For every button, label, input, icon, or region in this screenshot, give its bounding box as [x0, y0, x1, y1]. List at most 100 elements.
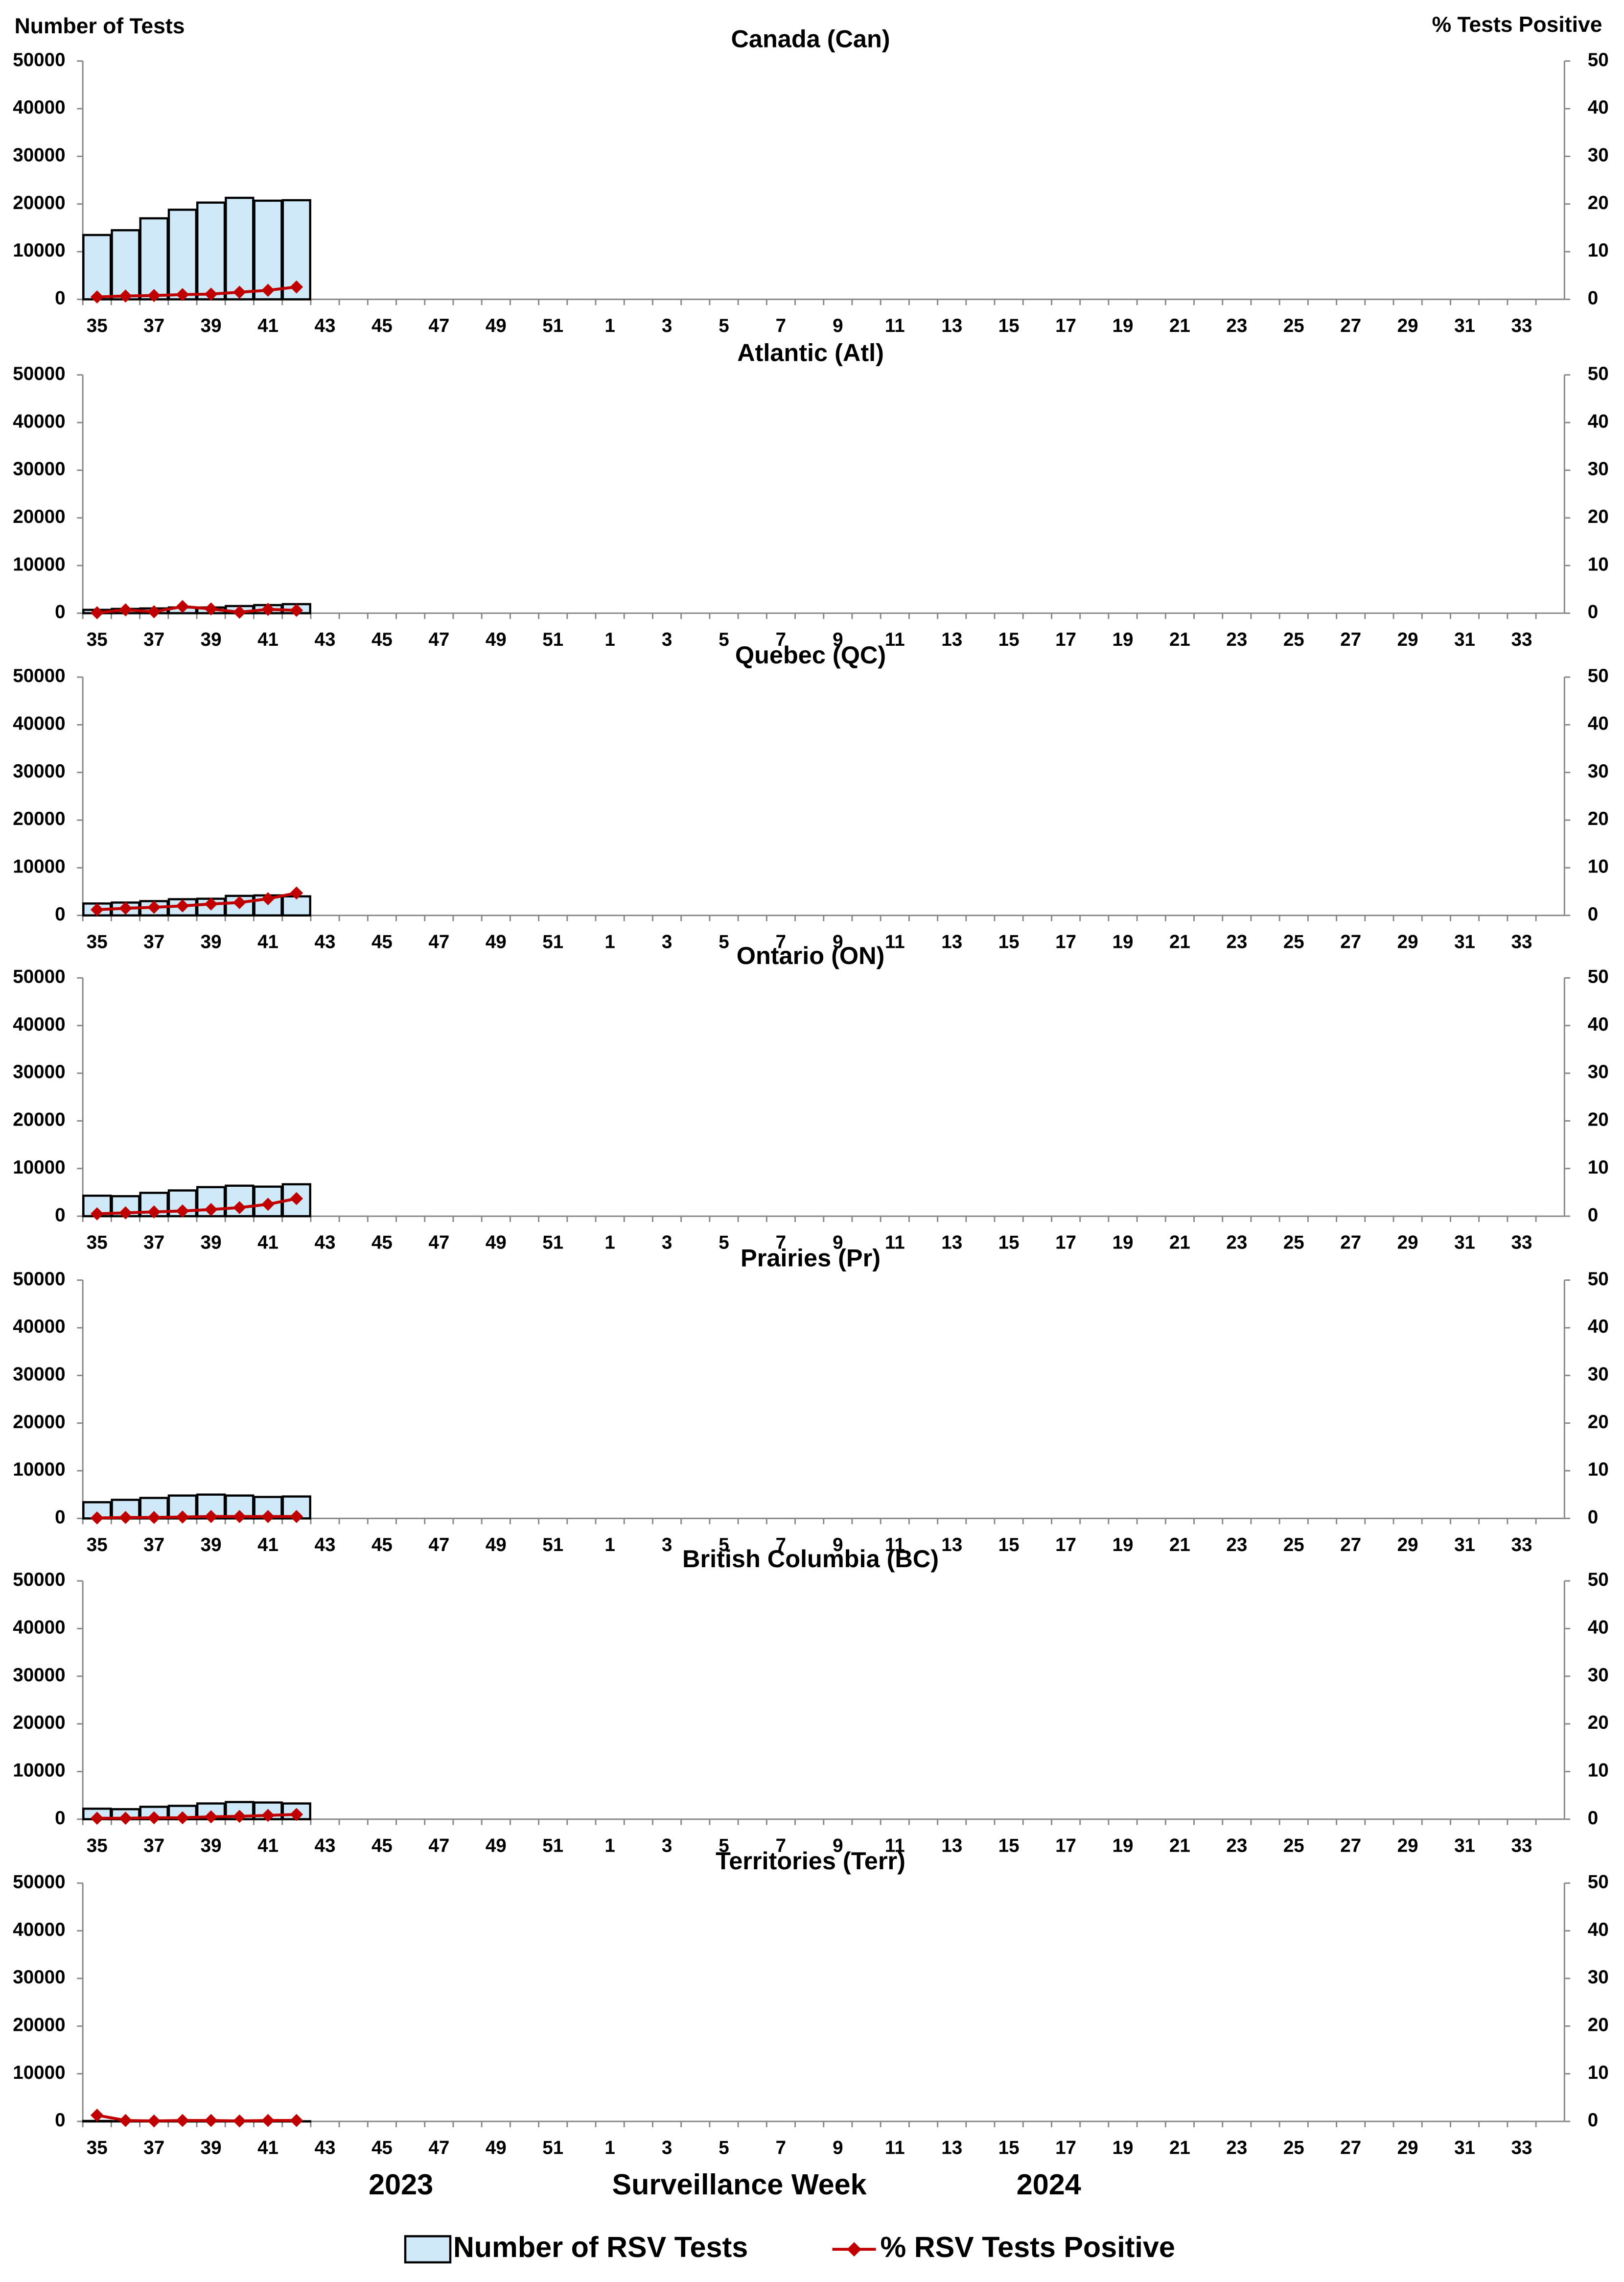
x-tick-label: 41	[257, 1534, 278, 1555]
x-tick-label: 49	[486, 629, 507, 650]
x-tick-label: 43	[315, 1534, 336, 1555]
y2-tick-label: 10	[1588, 1157, 1609, 1178]
y-tick-label: 30000	[13, 145, 65, 166]
line-marker	[176, 2114, 189, 2127]
x-tick-label: 45	[371, 1232, 393, 1253]
x-tick-label: 39	[201, 931, 222, 952]
x-tick-label: 19	[1113, 1232, 1134, 1253]
year-label: 2023	[369, 2168, 433, 2201]
line-marker	[90, 290, 104, 304]
x-tick-label: 37	[143, 315, 164, 336]
x-tick-label: 27	[1340, 1534, 1361, 1555]
x-tick-label: 15	[998, 1835, 1020, 1856]
x-tick-label: 51	[542, 315, 563, 336]
y-tick-label: 30000	[13, 761, 65, 782]
x-tick-label: 45	[371, 1835, 393, 1856]
x-tick-label: 11	[885, 931, 905, 952]
x-tick-label: 1	[604, 315, 615, 336]
x-tick-label: 13	[941, 931, 962, 952]
x-tick-label: 33	[1511, 315, 1532, 336]
y-tick-label: 20000	[13, 1412, 65, 1433]
y-tick-label: 50000	[13, 1269, 65, 1290]
line-marker	[290, 280, 303, 294]
bar	[139, 217, 169, 301]
x-tick-label: 51	[542, 1534, 563, 1555]
x-tick-label: 5	[719, 1534, 729, 1555]
y2-tick-label: 0	[1588, 2110, 1598, 2131]
y-tick-label: 50000	[13, 966, 65, 988]
x-tick-label: 43	[315, 931, 336, 952]
x-tick-label: 13	[941, 1232, 962, 1253]
x-tick-label: 9	[833, 629, 843, 650]
x-tick-label: 39	[201, 2138, 222, 2159]
x-tick-label: 5	[719, 931, 729, 952]
y2-tick-label: 0	[1588, 1808, 1598, 1829]
line-marker	[90, 1511, 104, 1525]
x-tick-label: 21	[1169, 931, 1190, 952]
chart-title: Atlantic (Atl)	[737, 339, 884, 367]
x-tick-label: 27	[1340, 315, 1361, 336]
line-marker	[204, 1510, 218, 1523]
y2-tick-label: 40	[1588, 1316, 1609, 1337]
x-tick-label: 9	[833, 931, 843, 952]
x-tick-label: 11	[885, 1534, 905, 1555]
y-tick-label: 50000	[13, 49, 65, 71]
x-tick-label: 39	[201, 629, 222, 650]
x-tick-label: 7	[776, 1232, 786, 1253]
x-tick-label: 43	[315, 1835, 336, 1856]
x-tick-label: 3	[662, 2138, 672, 2159]
x-tick-label: 9	[833, 1835, 843, 1856]
y-tick-label: 50000	[13, 1569, 65, 1590]
y2-tick-label: 10	[1588, 240, 1609, 261]
x-tick-label: 45	[371, 1534, 393, 1555]
x-tick-label: 35	[87, 315, 108, 336]
y2-tick-label: 10	[1588, 1459, 1609, 1480]
line-marker	[90, 606, 104, 619]
x-tick-label: 39	[201, 315, 222, 336]
legend-swatch	[404, 2235, 452, 2264]
x-tick-label: 17	[1055, 1534, 1076, 1555]
x-tick-label: 23	[1226, 1835, 1247, 1856]
x-tick-label: 35	[87, 1534, 108, 1555]
x-tick-label: 49	[486, 1232, 507, 1253]
x-tick-label: 25	[1283, 2138, 1304, 2159]
x-tick-label: 33	[1511, 1835, 1532, 1856]
x-tick-label: 9	[833, 1534, 843, 1555]
y2-tick-label: 40	[1588, 97, 1609, 118]
line-marker	[232, 2114, 246, 2128]
x-tick-label: 45	[371, 315, 393, 336]
line-marker	[232, 1810, 246, 1823]
x-tick-label: 21	[1169, 1534, 1190, 1555]
y2-tick-label: 10	[1588, 1760, 1609, 1781]
x-tick-label: 33	[1511, 1232, 1532, 1253]
line-marker	[90, 903, 104, 917]
x-tick-label: 21	[1169, 2138, 1190, 2159]
x-tick-label: 19	[1113, 1835, 1134, 1856]
line-marker	[90, 2109, 104, 2122]
x-tick-label: 5	[719, 315, 729, 336]
x-tick-label: 13	[941, 1835, 962, 1856]
chart-title: Ontario (ON)	[737, 941, 885, 969]
x-tick-label: 13	[941, 315, 962, 336]
line-marker	[204, 1810, 218, 1824]
y-tick-label: 10000	[13, 1760, 65, 1781]
y2-tick-label: 30	[1588, 1364, 1609, 1385]
y2-tick-label: 10	[1588, 856, 1609, 877]
x-tick-label: 7	[776, 315, 786, 336]
x-tick-label: 27	[1340, 1232, 1361, 1253]
x-tick-label: 17	[1055, 1232, 1076, 1253]
y-tick-label: 0	[55, 288, 65, 309]
x-tick-label: 51	[542, 2138, 563, 2159]
legend-label: Number of RSV Tests	[453, 2231, 748, 2263]
x-tick-label: 5	[719, 629, 729, 650]
x-tick-label: 41	[257, 1232, 278, 1253]
x-tick-label: 21	[1169, 315, 1190, 336]
x-tick-label: 43	[315, 1232, 336, 1253]
x-tick-label: 23	[1226, 315, 1247, 336]
chart-title: British Columbia (BC)	[682, 1545, 939, 1573]
x-tick-label: 1	[604, 1835, 615, 1856]
bar	[196, 201, 226, 301]
chart-title: Canada (Can)	[731, 24, 890, 52]
y2-tick-label: 50	[1588, 1269, 1609, 1290]
